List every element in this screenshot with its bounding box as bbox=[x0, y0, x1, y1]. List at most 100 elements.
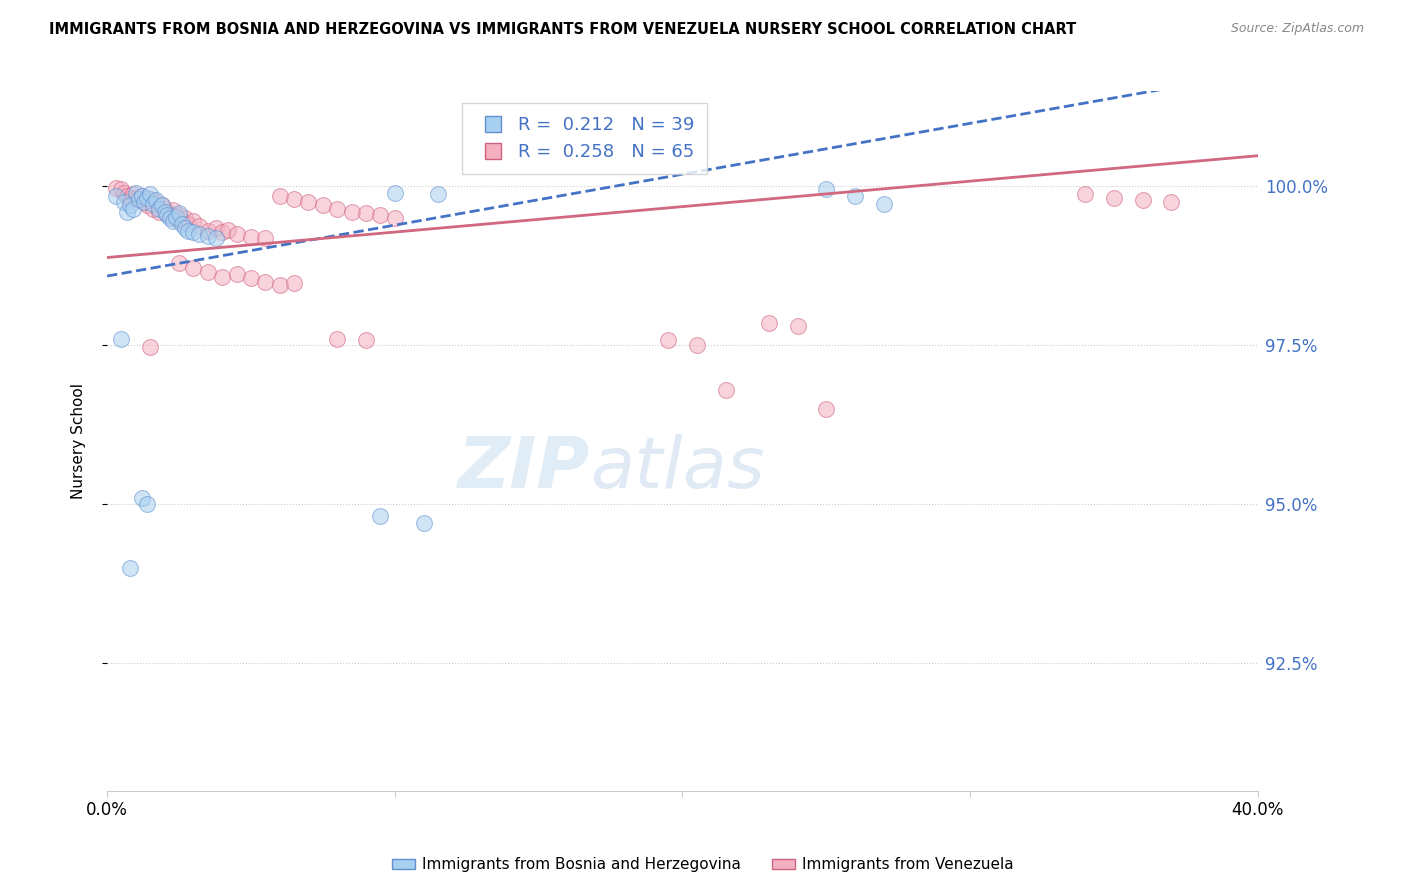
Point bbox=[384, 186, 406, 200]
Point bbox=[873, 197, 896, 211]
Point bbox=[153, 202, 176, 216]
Point bbox=[125, 191, 148, 205]
Point bbox=[370, 508, 392, 523]
Point bbox=[239, 230, 262, 244]
Point bbox=[131, 491, 153, 505]
Point bbox=[1160, 195, 1182, 210]
Point bbox=[205, 220, 228, 235]
Point bbox=[156, 206, 179, 220]
Point bbox=[125, 186, 148, 200]
Point bbox=[170, 214, 193, 228]
Point bbox=[354, 333, 377, 347]
Point bbox=[370, 208, 392, 222]
Point bbox=[225, 227, 247, 241]
Point bbox=[188, 227, 211, 241]
Point bbox=[104, 180, 127, 194]
Point bbox=[758, 316, 780, 330]
Point bbox=[844, 188, 866, 202]
Point bbox=[128, 192, 150, 206]
Point bbox=[211, 225, 233, 239]
Point bbox=[412, 516, 434, 531]
Point bbox=[269, 277, 291, 292]
Point bbox=[115, 204, 138, 219]
Point bbox=[326, 202, 349, 216]
Point bbox=[136, 191, 159, 205]
Point bbox=[167, 208, 190, 222]
Point bbox=[1132, 193, 1154, 207]
Point bbox=[120, 561, 142, 575]
Point bbox=[173, 211, 195, 225]
Point bbox=[122, 202, 145, 216]
Point bbox=[122, 186, 145, 201]
Point bbox=[120, 198, 142, 212]
Point bbox=[657, 333, 679, 347]
Point bbox=[162, 203, 184, 218]
Point bbox=[159, 208, 181, 222]
Point bbox=[340, 204, 363, 219]
Point bbox=[269, 188, 291, 202]
Legend: Immigrants from Bosnia and Herzegovina, Immigrants from Venezuela: Immigrants from Bosnia and Herzegovina, … bbox=[384, 849, 1022, 880]
Point bbox=[110, 182, 132, 196]
Point bbox=[128, 193, 150, 207]
Text: atlas: atlas bbox=[591, 434, 765, 503]
Point bbox=[815, 401, 838, 416]
Point bbox=[1102, 191, 1125, 205]
Point bbox=[148, 204, 170, 219]
Point bbox=[139, 192, 162, 206]
Text: IMMIGRANTS FROM BOSNIA AND HERZEGOVINA VS IMMIGRANTS FROM VENEZUELA NURSERY SCHO: IMMIGRANTS FROM BOSNIA AND HERZEGOVINA V… bbox=[49, 22, 1077, 37]
Point bbox=[153, 204, 176, 219]
Point bbox=[162, 214, 184, 228]
Point bbox=[139, 340, 162, 354]
Y-axis label: Nursery School: Nursery School bbox=[72, 383, 86, 499]
Point bbox=[131, 188, 153, 202]
Point bbox=[156, 208, 179, 222]
Point bbox=[326, 332, 349, 346]
Point bbox=[686, 338, 709, 352]
Legend: R =  0.212   N = 39, R =  0.258   N = 65: R = 0.212 N = 39, R = 0.258 N = 65 bbox=[463, 103, 707, 174]
Point bbox=[183, 260, 205, 275]
Point bbox=[183, 214, 205, 228]
Point bbox=[188, 219, 211, 233]
Point bbox=[217, 222, 239, 236]
Point bbox=[112, 195, 135, 210]
Point bbox=[165, 212, 187, 227]
Point bbox=[283, 192, 305, 206]
Point bbox=[297, 195, 319, 210]
Point bbox=[1074, 186, 1097, 201]
Point bbox=[159, 211, 181, 225]
Point bbox=[197, 228, 219, 243]
Point bbox=[131, 188, 153, 202]
Point bbox=[136, 198, 159, 212]
Point bbox=[283, 276, 305, 290]
Point bbox=[384, 211, 406, 225]
Point bbox=[150, 198, 173, 212]
Point bbox=[139, 186, 162, 201]
Point bbox=[134, 195, 156, 210]
Point bbox=[211, 269, 233, 284]
Point bbox=[110, 332, 132, 346]
Point bbox=[115, 188, 138, 202]
Point bbox=[150, 198, 173, 212]
Point bbox=[786, 319, 808, 334]
Text: Source: ZipAtlas.com: Source: ZipAtlas.com bbox=[1230, 22, 1364, 36]
Point bbox=[136, 497, 159, 511]
Point bbox=[134, 195, 156, 210]
Point bbox=[254, 231, 277, 245]
Point bbox=[167, 255, 190, 269]
Point bbox=[254, 275, 277, 289]
Point bbox=[176, 224, 198, 238]
Point bbox=[145, 195, 167, 210]
Point bbox=[142, 202, 165, 216]
Point bbox=[120, 192, 142, 206]
Point bbox=[173, 220, 195, 235]
Point bbox=[167, 206, 190, 220]
Point bbox=[112, 186, 135, 200]
Point bbox=[142, 197, 165, 211]
Point bbox=[312, 198, 335, 212]
Point bbox=[714, 383, 737, 397]
Point bbox=[197, 265, 219, 279]
Point bbox=[176, 218, 198, 232]
Point bbox=[145, 193, 167, 207]
Point bbox=[815, 182, 838, 196]
Point bbox=[426, 186, 449, 201]
